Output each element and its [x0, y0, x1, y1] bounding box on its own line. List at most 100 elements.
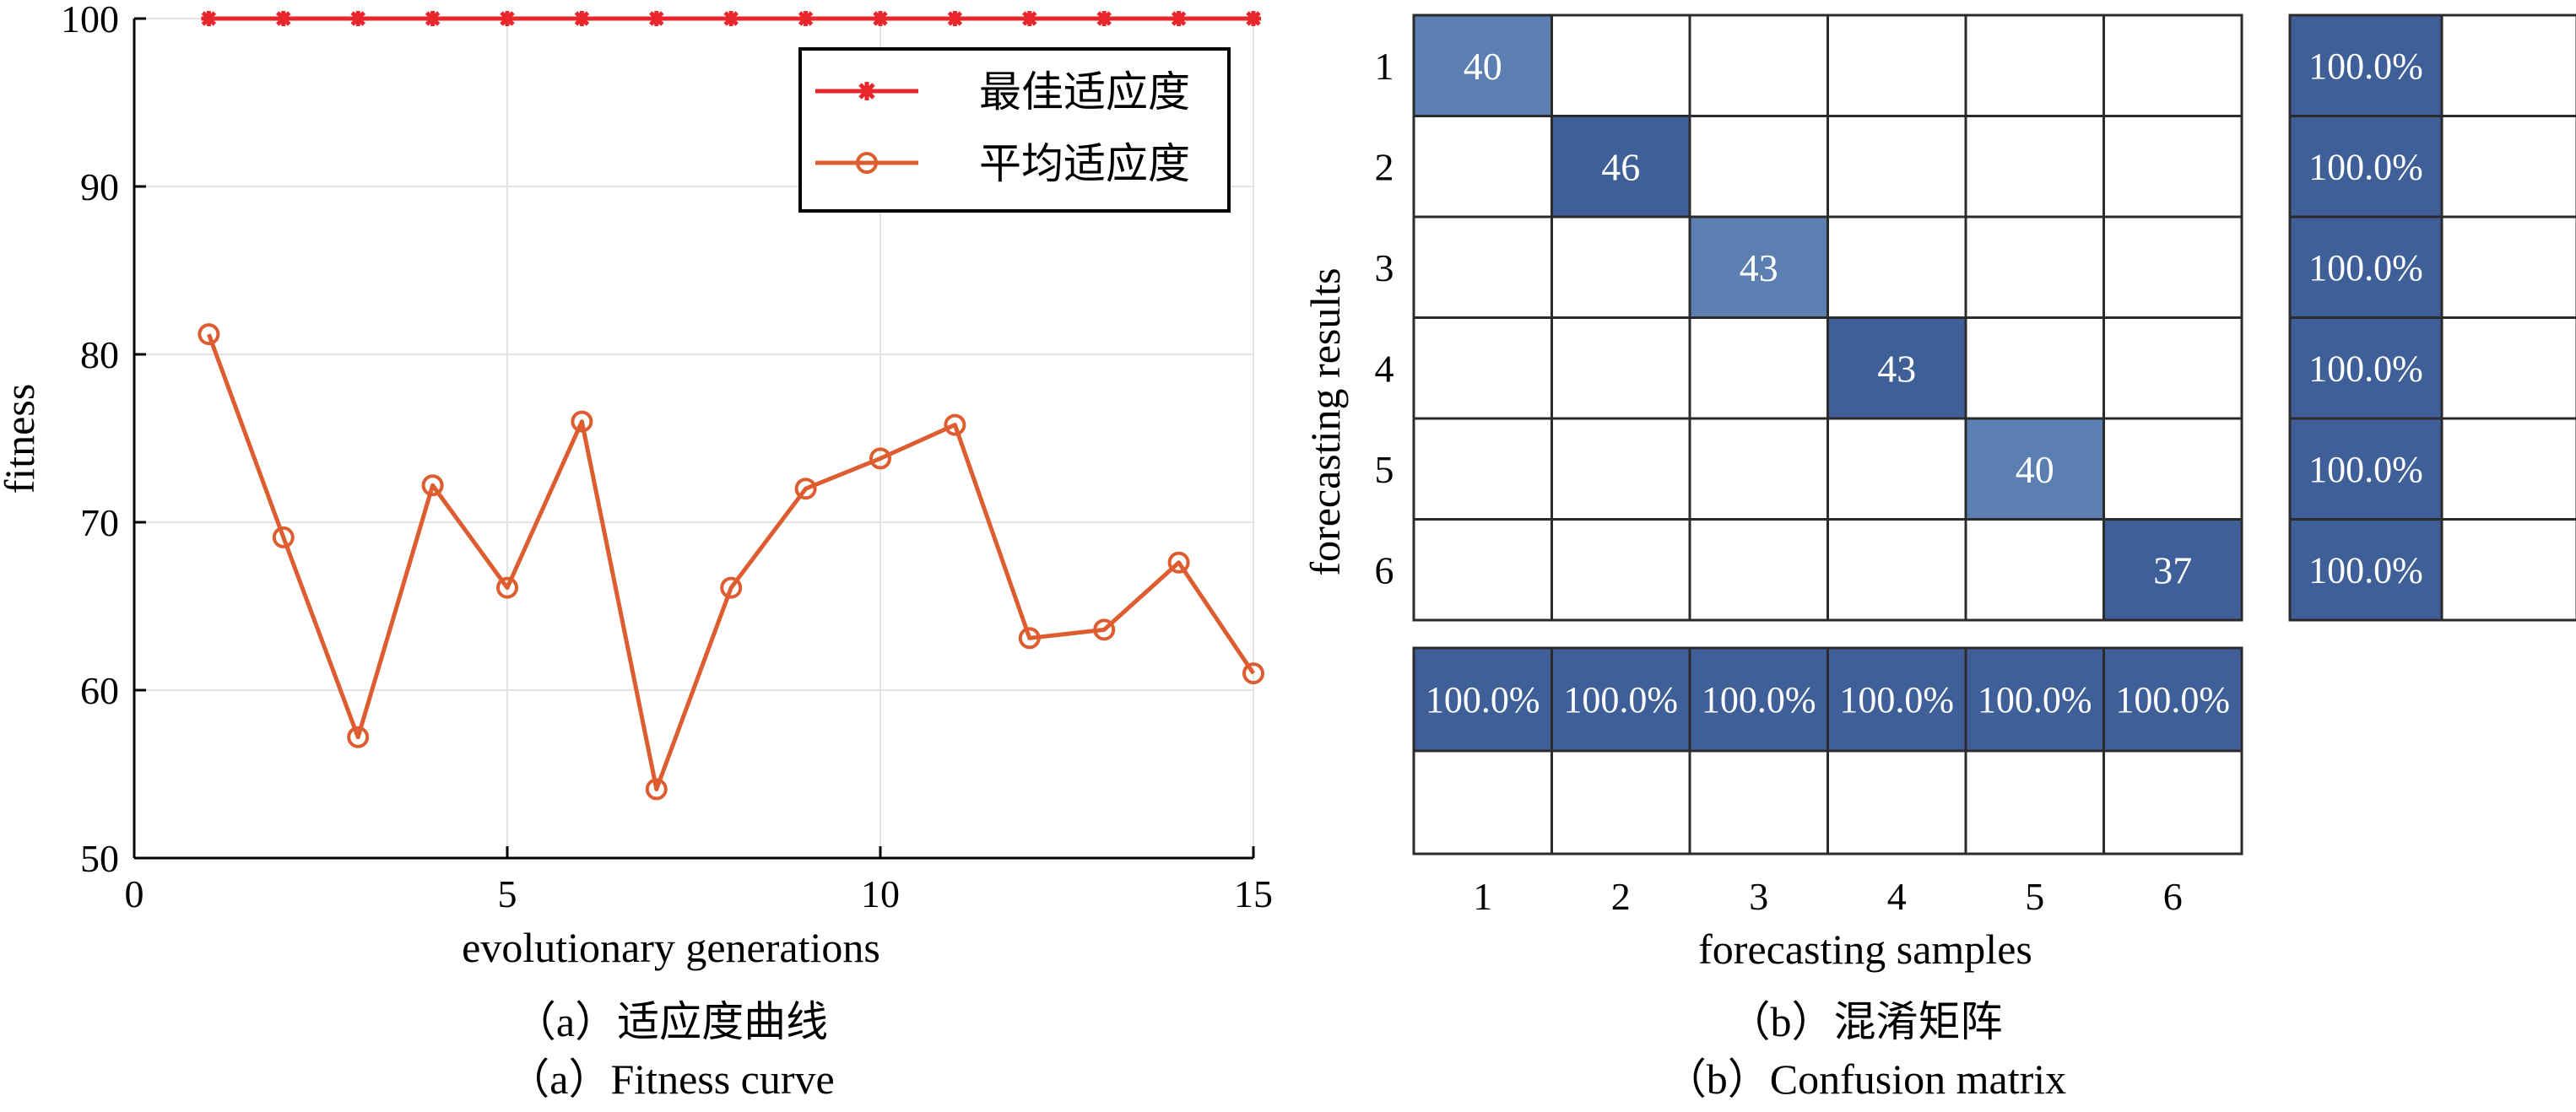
- matrix-cell-filled: [1964, 417, 2105, 521]
- matrix-cell: [1412, 115, 1553, 219]
- caption-en-b: （b）Confusion matrix: [1664, 1055, 2066, 1103]
- matrix-cell: [2102, 13, 2243, 117]
- data-point-average: [645, 778, 668, 801]
- matrix-cell: [2102, 215, 2243, 319]
- data-point-average: [347, 726, 370, 748]
- row-accuracy-value: 100.0%: [2308, 549, 2423, 591]
- data-point-best: [574, 11, 590, 26]
- y-axis-label: fitness: [0, 384, 43, 494]
- legend-marker-asterisk-icon: [858, 82, 876, 100]
- row-label: 2: [1375, 145, 1394, 188]
- legend-label-average: 平均适应度: [979, 140, 1190, 187]
- row-accuracy-value: 100.0%: [2308, 146, 2423, 187]
- matrix-cell-value: 37: [2153, 548, 2192, 591]
- row-accuracy-value: 100.0%: [2308, 46, 2423, 87]
- data-point-best: [648, 11, 664, 26]
- col-label: 4: [1887, 875, 1907, 918]
- matrix-cell: [1688, 115, 1829, 219]
- col-label: 5: [2025, 875, 2044, 918]
- matrix-cell-filled: [1688, 215, 1829, 319]
- matrix-cell: [1688, 316, 1829, 420]
- legend-label-best: 最佳适应度: [979, 68, 1190, 116]
- matrix-cell: [1412, 215, 1553, 319]
- matrix-cell: [1412, 417, 1553, 521]
- col-accuracy-value: 100.0%: [1839, 679, 1954, 721]
- matrix-cell-filled: [1412, 13, 1553, 117]
- y-tick-label: 60: [80, 669, 119, 712]
- matrix-cell: [1688, 417, 1829, 521]
- caption-cn-a: （a）适应度曲线: [514, 998, 828, 1045]
- data-point-best: [1021, 11, 1037, 26]
- data-point-best: [873, 11, 888, 26]
- matrix-cell: [1688, 518, 1829, 622]
- col-accuracy-empty-cell: [1550, 749, 1691, 856]
- caption-cn-b: （b）混淆矩阵: [1729, 998, 2003, 1045]
- matrix-cell: [1826, 417, 1967, 521]
- y-tick-label: 100: [61, 0, 119, 40]
- matrix-cell: [1826, 215, 1967, 319]
- matrix-cell: [2102, 316, 2243, 420]
- data-point-best: [201, 11, 217, 26]
- legend: 最佳适应度 平均适应度: [798, 47, 1231, 213]
- row-label: 4: [1375, 347, 1394, 390]
- matrix-cell: [1964, 518, 2105, 622]
- matrix-cell: [1964, 13, 2105, 117]
- matrix-cell-value: 40: [1464, 45, 1502, 88]
- legend-marker-circle-icon: [856, 152, 878, 174]
- data-point-best: [1246, 11, 1261, 26]
- data-point-best: [275, 11, 291, 26]
- x-tick-label: 5: [498, 872, 517, 915]
- col-accuracy-empty-cell: [1412, 749, 1553, 856]
- data-point-average: [1018, 627, 1041, 650]
- data-point-average: [1167, 551, 1190, 574]
- data-point-average: [272, 526, 295, 548]
- matrix-cell: [1826, 115, 1967, 219]
- data-point-average: [869, 447, 891, 470]
- y-tick-label: 80: [80, 333, 119, 376]
- col-accuracy-cell: [1688, 646, 1829, 753]
- matrix-cell: [1688, 13, 1829, 117]
- data-point-best: [723, 11, 739, 26]
- matrix-cell: [1550, 518, 1691, 622]
- data-point-average: [421, 474, 444, 497]
- matrix-cell: [1826, 518, 1967, 622]
- row-accuracy-empty-cell: [2440, 518, 2576, 622]
- row-label: 5: [1375, 448, 1394, 491]
- category-labels: 1 2 3 4 5 6 1 2 3 4 5 6: [1375, 45, 2183, 918]
- series-line-average: [207, 333, 1256, 791]
- matrix-cell-filled: [1826, 316, 1967, 420]
- ticks: 0 5 10 15 50 60 70 80 90 100: [61, 0, 1273, 915]
- legend-box: [798, 47, 1231, 213]
- col-accuracy-cell: [2102, 646, 2243, 753]
- y-axis-label-b: forecasting results: [1302, 267, 1349, 575]
- row-accuracy-value: 100.0%: [2308, 348, 2423, 389]
- col-accuracy-value: 100.0%: [1978, 679, 2092, 721]
- matrix-cell: [2102, 417, 2243, 521]
- row-accuracy-empty-cell: [2440, 215, 2576, 319]
- row-label: 1: [1375, 45, 1394, 88]
- row-label: 6: [1375, 548, 1394, 591]
- fitness-chart: 0 5 10 15 50 60 70 80 90 100 最佳适应度 平均适应度 evolutio…: [0, 0, 1273, 1103]
- col-accuracy-value: 100.0%: [2115, 679, 2230, 721]
- data-point-best: [350, 11, 366, 26]
- matrix-cell: [1550, 13, 1691, 117]
- y-tick-label: 50: [80, 837, 119, 880]
- col-label: 6: [2163, 875, 2183, 918]
- data-point-best: [798, 11, 814, 26]
- matrix-cell: [2102, 115, 2243, 219]
- row-accuracy-column: 100.0% 100.0% 100.0% 100.0% 100.0% 100.0%: [2288, 13, 2576, 622]
- data-point-average: [720, 576, 743, 599]
- data-point-average: [496, 576, 518, 599]
- x-axis-label: evolutionary generations: [462, 924, 880, 971]
- matrix-cell: [1412, 518, 1553, 622]
- col-accuracy-value: 100.0%: [1426, 679, 1540, 721]
- data-point-average: [794, 478, 817, 500]
- matrix-cell-value: 46: [1601, 145, 1640, 188]
- matrix-cell: [1550, 316, 1691, 420]
- data-point-best: [947, 11, 963, 26]
- row-accuracy-value: 100.0%: [2308, 247, 2423, 289]
- col-accuracy-value: 100.0%: [1563, 679, 1678, 721]
- col-accuracy-empty-cell: [1964, 749, 2105, 856]
